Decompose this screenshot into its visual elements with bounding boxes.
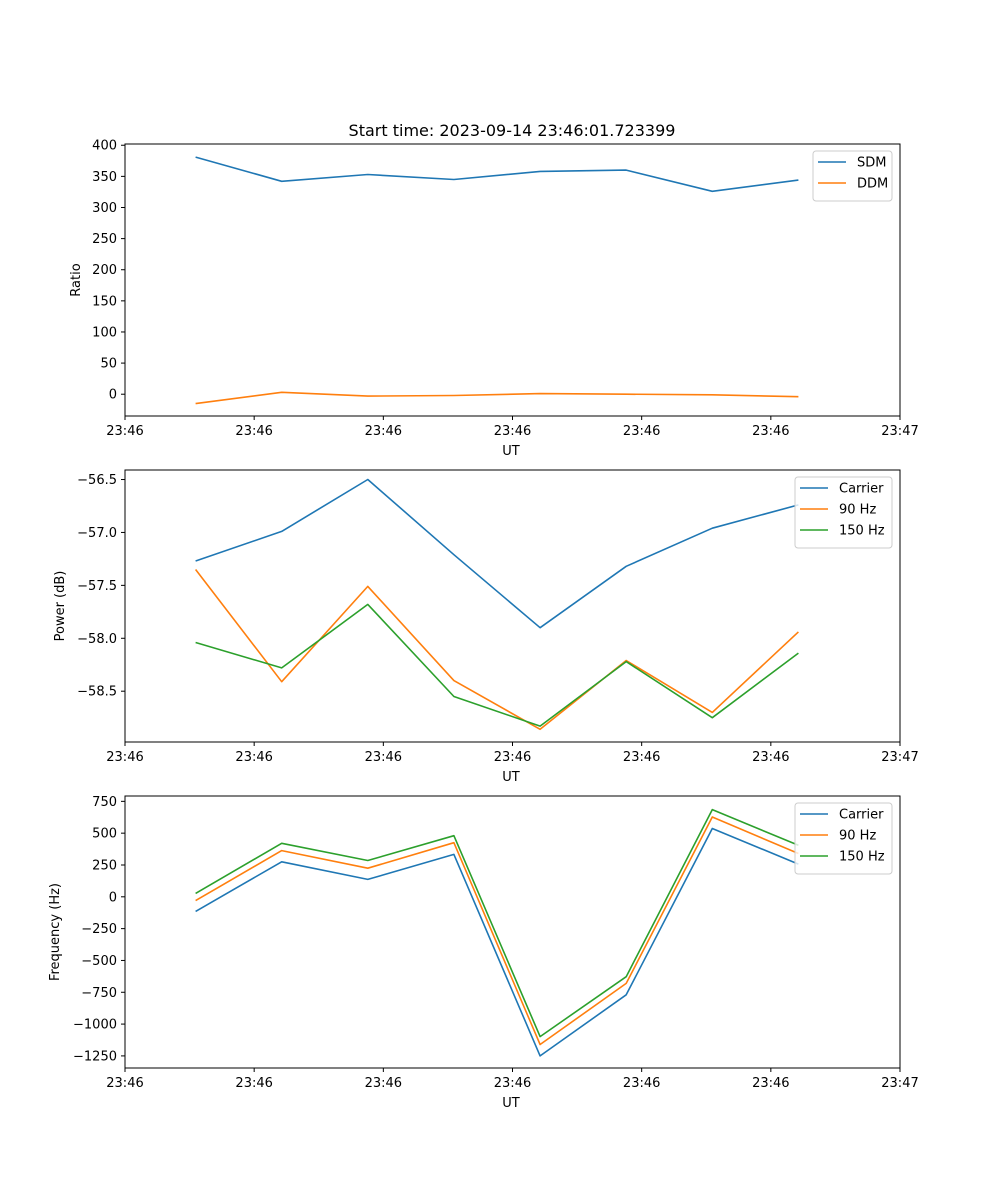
- power-x-tick-label: 23:46: [494, 750, 531, 765]
- frequency-y-tick-label: −1250: [73, 1049, 117, 1064]
- frequency-x-tick-label: 23:46: [494, 1076, 531, 1091]
- power-x-axis-label: UT: [502, 770, 520, 785]
- frequency-x-tick-label: 23:46: [235, 1076, 272, 1091]
- power-x-tick-label: 23:47: [881, 750, 918, 765]
- frequency-y-tick-label: 250: [92, 858, 117, 873]
- power-legend-label-carrier: Carrier: [839, 482, 884, 497]
- power-x-tick-label: 23:46: [235, 750, 272, 765]
- power-y-tick-label: −58.5: [77, 685, 117, 700]
- power-y-tick-label: −57.0: [77, 526, 117, 541]
- ratio-y-tick-label: 100: [92, 325, 117, 340]
- frequency-y-tick-label: 500: [92, 827, 117, 842]
- power-x-tick-label: 23:46: [752, 750, 789, 765]
- frequency-y-tick-label: 750: [92, 795, 117, 810]
- ratio-panel: 23:46 23:46 23:46 23:46 23:46 23:46 23:47 0 50 10…: [69, 139, 919, 459]
- ratio-x-tick-label: 23:46: [106, 424, 143, 439]
- ratio-x-tick-label: 23:46: [494, 424, 531, 439]
- ratio-y-tick-label: 200: [92, 263, 117, 278]
- ratio-x-tick-label: 23:46: [235, 424, 272, 439]
- frequency-legend-label-90-hz: 90 Hz: [839, 829, 876, 844]
- power-x-tick-label: 23:46: [365, 750, 402, 765]
- frequency-y-tick-label: −500: [81, 954, 117, 969]
- power-y-tick-label: −56.5: [77, 473, 117, 488]
- frequency-series-150-hz-line: [195, 808, 799, 1038]
- power-series-carrier-line: [195, 478, 799, 629]
- ratio-legend-label-sdm: SDM: [857, 156, 886, 171]
- power-series-150-hz-line: [195, 603, 799, 727]
- power-panel: 23:46 23:46 23:46 23:46 23:46 23:46 23:47 −58.5…: [53, 469, 919, 785]
- frequency-y-tick-label: −750: [81, 986, 117, 1001]
- frequency-y-tick-label: −250: [81, 922, 117, 937]
- power-x-tick-label: 23:46: [106, 750, 143, 765]
- ratio-legend-label-ddm: DDM: [857, 177, 888, 192]
- power-legend-label-150-hz: 150 Hz: [839, 524, 885, 539]
- ratio-x-axis-label: UT: [502, 444, 520, 459]
- frequency-x-tick-label: 23:46: [365, 1076, 402, 1091]
- power-legend-label-90-hz: 90 Hz: [839, 503, 876, 518]
- power-y-axis-label: Power (dB): [53, 571, 68, 642]
- ratio-y-tick-label: 400: [92, 139, 117, 154]
- power-series-90-hz-line: [194, 569, 799, 731]
- frequency-x-tick-label: 23:46: [752, 1076, 789, 1091]
- ratio-y-tick-label: 300: [92, 201, 117, 216]
- frequency-series-carrier-line: [195, 827, 799, 1057]
- frequency-panel: 23:46 23:46 23:46 23:46 23:46 23:46 23:47 −1250…: [48, 795, 919, 1111]
- ratio-x-tick-label: 23:46: [623, 424, 660, 439]
- ratio-y-tick-label: 50: [100, 357, 117, 372]
- ratio-x-tick-label: 23:46: [365, 424, 402, 439]
- power-y-tick-label: −58.0: [77, 632, 117, 647]
- ratio-y-axis-label: Ratio: [69, 263, 84, 296]
- frequency-y-tick-label: 0: [109, 890, 117, 905]
- ratio-y-tick-label: 150: [92, 294, 117, 309]
- ratio-x-tick-label: 23:47: [881, 424, 918, 439]
- frequency-legend-label-150-hz: 150 Hz: [839, 850, 885, 865]
- frequency-x-tick-label: 23:47: [881, 1076, 918, 1091]
- frequency-y-axis-label: Frequency (Hz): [48, 883, 63, 981]
- ratio-series-ddm-line: [195, 391, 799, 405]
- ratio-x-tick-label: 23:46: [752, 424, 789, 439]
- frequency-x-tick-label: 23:46: [106, 1076, 143, 1091]
- power-y-tick-label: −57.5: [77, 579, 117, 594]
- ratio-y-tick-label: 350: [92, 170, 117, 185]
- power-x-tick-label: 23:46: [623, 750, 660, 765]
- frequency-x-tick-label: 23:46: [623, 1076, 660, 1091]
- ratio-series-sdm-line: [195, 156, 799, 193]
- figure-title: Start time: 2023-09-14 23:46:01.723399: [349, 121, 676, 140]
- frequency-x-axis-label: UT: [502, 1096, 520, 1111]
- frequency-y-tick-label: −1000: [73, 1018, 117, 1033]
- ratio-y-tick-label: 0: [109, 388, 117, 403]
- frequency-legend-label-carrier: Carrier: [839, 808, 884, 823]
- ratio-legend-box: [812, 150, 893, 202]
- ratio-y-tick-label: 250: [92, 232, 117, 247]
- frequency-series-90-hz-line: [195, 816, 799, 1046]
